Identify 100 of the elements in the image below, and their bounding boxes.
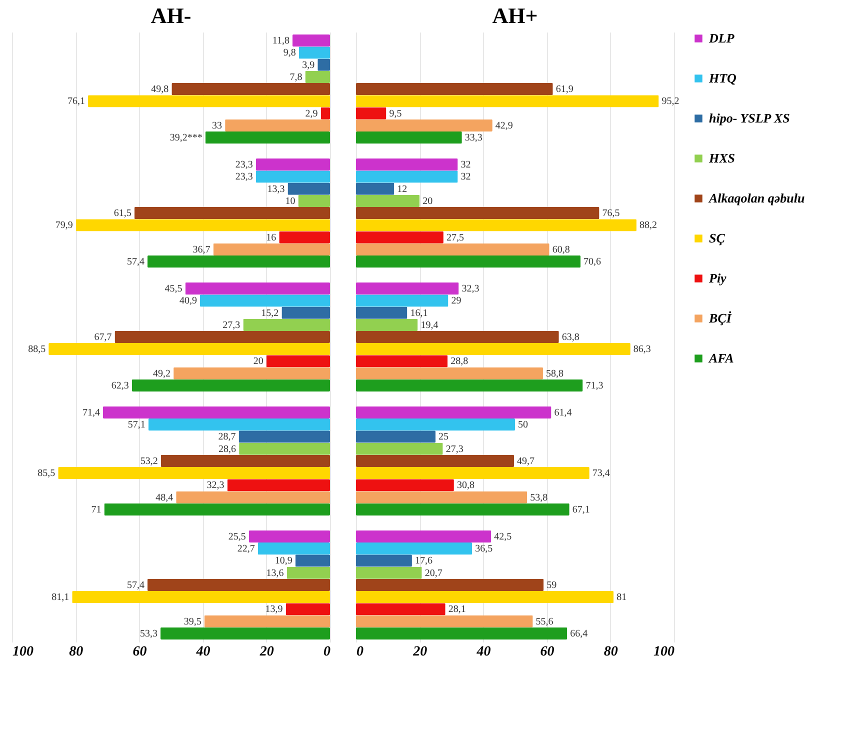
- data-label: 28,6: [218, 444, 236, 455]
- data-label: 19,4: [420, 320, 438, 331]
- bar: [298, 46, 330, 59]
- data-label: 45,5: [164, 284, 182, 295]
- data-label: 25: [438, 432, 448, 443]
- bar: [248, 530, 330, 543]
- x-tick-label: 100: [12, 644, 34, 660]
- bar: [292, 34, 330, 47]
- data-label: 10,9: [274, 556, 292, 567]
- data-label: 9,8: [283, 48, 296, 59]
- bar: [256, 170, 330, 183]
- bar: [104, 503, 330, 516]
- data-label: 60,8: [552, 244, 570, 256]
- data-label: 49,7: [517, 456, 535, 467]
- data-label: 39,2***: [170, 132, 202, 144]
- data-label: 16: [266, 232, 276, 244]
- data-label: 27,3: [446, 444, 464, 455]
- bar: [243, 318, 330, 331]
- data-label: 23,3: [235, 172, 253, 183]
- data-label: 28,7: [218, 432, 236, 443]
- data-label: 81,1: [52, 592, 70, 604]
- data-label: 15,2: [261, 308, 279, 319]
- x-tick-label: 60: [132, 644, 147, 660]
- legend-label: DLP: [708, 30, 736, 46]
- data-label: 53,8: [530, 492, 548, 504]
- chart-title: AH-: [150, 3, 192, 28]
- bar: [114, 330, 330, 344]
- data-label: 33,3: [464, 132, 482, 144]
- data-label: 55,6: [536, 616, 554, 628]
- bar: [266, 355, 330, 368]
- data-label: 27,5: [446, 232, 464, 244]
- data-label: 59: [546, 580, 557, 591]
- bar: [88, 95, 330, 108]
- data-label: 49,8: [151, 84, 169, 96]
- data-label: 29: [451, 296, 462, 307]
- bar: [185, 282, 330, 295]
- data-label: 13,9: [265, 604, 283, 616]
- bar: [200, 294, 330, 307]
- data-label: 70,6: [584, 256, 602, 268]
- data-label: 81: [616, 592, 627, 604]
- bar: [239, 442, 330, 455]
- bar: [305, 70, 330, 83]
- bar: [48, 343, 330, 356]
- bar: [213, 243, 330, 256]
- x-tick-label: 40: [476, 644, 491, 660]
- data-label: 85,5: [38, 468, 56, 480]
- legend-label: HTQ: [708, 70, 738, 86]
- data-label: 40,9: [179, 296, 197, 307]
- data-label: 48,4: [156, 492, 174, 504]
- data-label: 42,5: [494, 531, 512, 542]
- data-label: 33: [212, 120, 222, 132]
- data-label: 49,2: [153, 368, 171, 380]
- bar: [132, 379, 330, 392]
- chart-title: AH+: [492, 3, 538, 28]
- data-label: 32: [460, 160, 471, 171]
- bar: [282, 306, 330, 319]
- data-label: 7,8: [290, 72, 302, 83]
- data-label: 32,3: [462, 284, 480, 295]
- data-label: 20: [253, 356, 264, 368]
- legend-label: SÇ: [709, 230, 726, 246]
- bar: [72, 591, 330, 604]
- bar: [258, 542, 330, 555]
- legend-label: HXS: [708, 150, 736, 166]
- bar: [227, 479, 330, 492]
- legend-label: BÇİ: [708, 310, 732, 326]
- data-label: 36,7: [192, 244, 210, 256]
- x-tick-label: 100: [654, 644, 674, 660]
- legend-label: AFA: [708, 350, 734, 366]
- data-label: 27,3: [222, 320, 240, 331]
- bar: [148, 418, 330, 431]
- x-tick-label: 40: [195, 644, 210, 660]
- bar: [288, 182, 330, 195]
- data-label: 71,3: [586, 380, 604, 392]
- data-label: 79,9: [55, 220, 73, 232]
- bar: [160, 454, 330, 468]
- data-label: 11,8: [272, 36, 290, 47]
- data-label: 73,4: [592, 468, 610, 480]
- bar: [160, 627, 330, 640]
- bar: [320, 107, 330, 120]
- bar: [147, 255, 330, 268]
- data-label: 71: [91, 504, 102, 516]
- data-label: 32,3: [206, 480, 224, 492]
- x-tick-label: 0: [356, 644, 364, 660]
- bar: [205, 131, 330, 144]
- data-label: 88,2: [639, 220, 657, 232]
- bar: [58, 467, 330, 480]
- data-label: 28,8: [450, 356, 468, 368]
- bar: [286, 603, 330, 616]
- bar: [134, 206, 330, 220]
- data-label: 76,5: [602, 208, 620, 220]
- bar: [172, 82, 330, 96]
- x-tick-label: 20: [412, 644, 428, 660]
- data-label: 3,9: [302, 60, 315, 71]
- data-label: 67,1: [572, 504, 590, 516]
- bar: [298, 194, 330, 207]
- data-label: 61,4: [554, 407, 572, 418]
- bar: [204, 615, 330, 628]
- data-label: 28,1: [448, 604, 466, 616]
- x-tick-label: 0: [324, 644, 330, 660]
- bar: [76, 219, 330, 232]
